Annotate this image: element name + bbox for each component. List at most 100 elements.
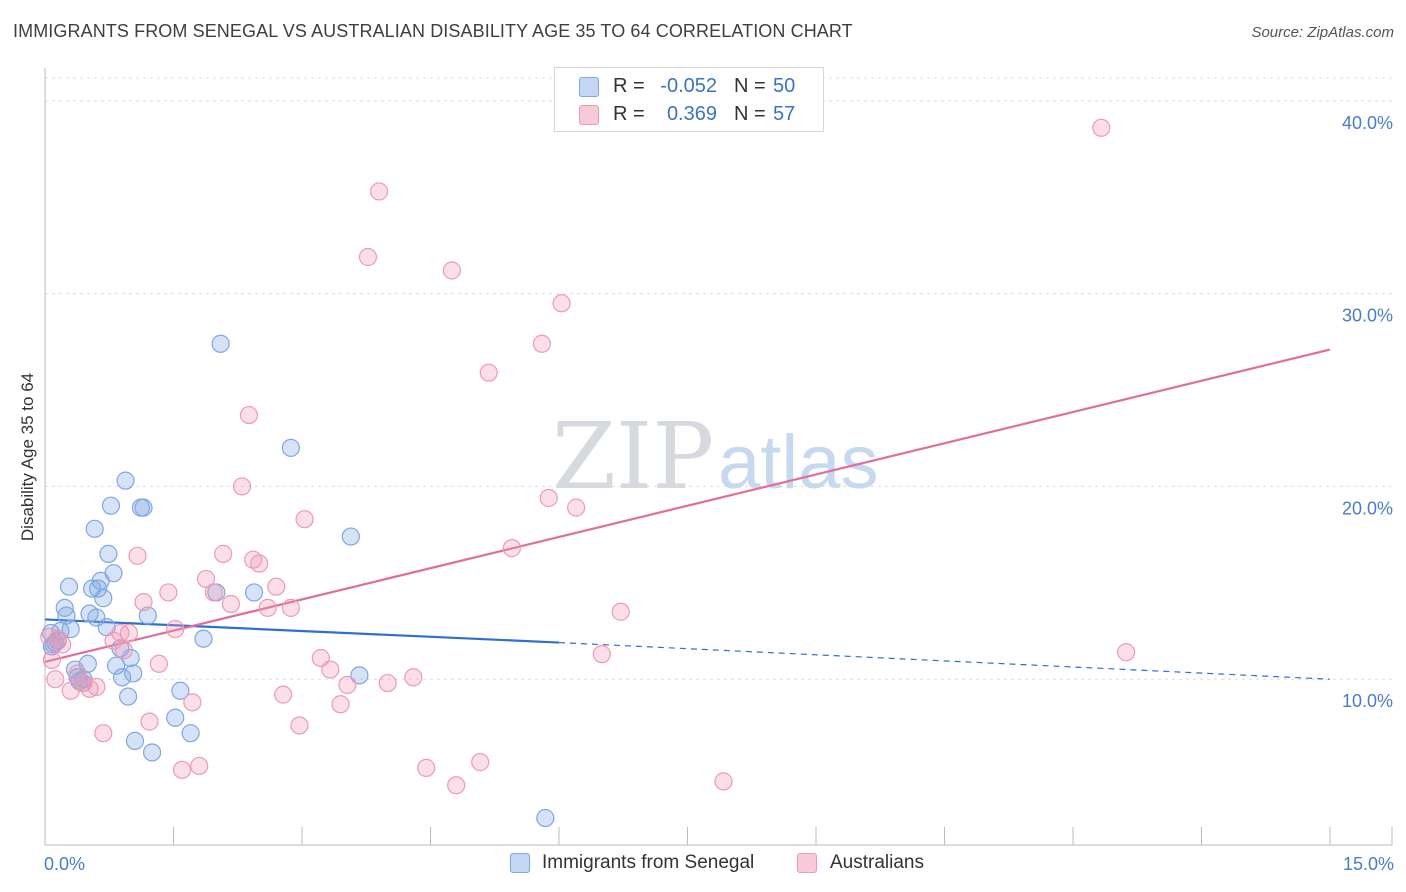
data-point: [479, 363, 498, 382]
correlation-legend: R = -0.052 N = 50 R = 0.369 N = 57: [554, 67, 824, 132]
data-point: [172, 760, 192, 779]
data-point: [321, 660, 340, 679]
data-point: [244, 583, 264, 602]
legend-n-label: N =: [734, 75, 766, 97]
watermark-zip: ZIP: [552, 403, 714, 510]
legend-row-australians: R = 0.369 N = 57: [555, 101, 823, 129]
data-point: [552, 294, 571, 313]
data-point: [183, 693, 202, 712]
data-point: [378, 673, 397, 693]
data-point: [417, 758, 436, 777]
data-point: [274, 685, 293, 704]
data-point: [232, 477, 252, 496]
data-point: [85, 519, 104, 538]
data-point: [370, 182, 389, 201]
data-point: [471, 753, 490, 772]
data-point: [221, 594, 240, 614]
data-point: [404, 668, 423, 687]
x-tick-label-max: 15.0%: [1343, 854, 1394, 874]
data-point: [42, 650, 61, 670]
data-point: [281, 438, 300, 457]
legend-row-senegal: R = -0.052 N = 50: [555, 73, 823, 101]
trend-line-senegal: [44, 618, 560, 644]
data-point: [442, 261, 462, 280]
legend-r-label: R =: [613, 75, 645, 97]
data-point: [116, 471, 135, 490]
data-point: [101, 496, 121, 515]
data-point: [59, 577, 79, 596]
legend-n-value: 57: [773, 103, 796, 125]
data-point: [159, 583, 178, 602]
data-point: [121, 648, 140, 668]
data-point: [1092, 118, 1111, 137]
axis-layer: [44, 68, 1393, 846]
data-point: [53, 635, 72, 654]
data-point: [592, 645, 611, 664]
axis-labels: 10.0% 20.0% 30.0% 40.0% 0.0% 15.0% Disability …: [18, 113, 1394, 874]
data-point: [181, 724, 200, 743]
data-point: [194, 629, 213, 648]
bottom-legend-label: Immigrants from Senegal: [542, 852, 755, 873]
data-point: [134, 498, 153, 517]
data-point: [112, 668, 132, 687]
data-point: [46, 670, 65, 689]
data-point: [55, 598, 74, 617]
data-point: [204, 583, 223, 602]
trend-line-senegal-extension: [558, 641, 1331, 680]
legend-swatch-pink: [579, 105, 599, 125]
data-point: [94, 724, 113, 743]
y-tick-label: 20.0%: [1342, 498, 1393, 518]
data-point: [447, 776, 466, 795]
data-point: [142, 743, 162, 762]
data-point: [290, 716, 309, 735]
data-point: [214, 544, 233, 563]
data-point: [267, 577, 286, 596]
data-point: [295, 510, 314, 529]
legend-r-value: -0.052: [660, 75, 717, 97]
data-point: [714, 772, 733, 791]
data-point: [190, 756, 209, 776]
data-point: [125, 731, 145, 750]
data-point: [567, 498, 586, 517]
data-point: [258, 598, 277, 617]
data-point: [114, 641, 133, 660]
bottom-legend-swatch-pink: [797, 853, 817, 873]
data-point: [80, 679, 99, 698]
y-tick-label: 30.0%: [1342, 306, 1393, 326]
data-point: [107, 656, 126, 675]
data-point: [171, 681, 190, 700]
legend-n-label: N =: [734, 103, 766, 125]
watermark: ZIP atlas: [552, 403, 879, 510]
legend-n-value: 50: [773, 75, 796, 97]
data-point: [338, 675, 357, 695]
series-senegal: [41, 334, 555, 828]
data-point: [350, 666, 369, 685]
data-point: [149, 654, 169, 673]
data-point: [119, 623, 139, 643]
data-point: [104, 564, 123, 583]
data-point: [250, 554, 269, 573]
data-point: [239, 405, 258, 425]
legend-r-value: 0.369: [666, 103, 717, 125]
y-tick-label: 40.0%: [1342, 113, 1393, 133]
data-point: [166, 708, 185, 727]
series-australians: [40, 118, 1136, 795]
data-point: [539, 488, 558, 508]
data-point: [358, 247, 378, 267]
chart-title: IMMIGRANTS FROM SENEGAL VS AUSTRALIAN DI…: [13, 21, 853, 41]
data-points: [40, 118, 1136, 828]
data-point: [140, 712, 159, 731]
data-point: [124, 664, 143, 683]
data-point: [196, 569, 216, 589]
data-point: [99, 544, 118, 563]
trend-line-australians: [44, 348, 1331, 663]
x-tick-label-min: 0.0%: [44, 854, 85, 874]
data-point: [532, 334, 551, 353]
bottom-legend-label: Australians: [830, 852, 924, 873]
legend-r-label: R =: [613, 103, 645, 125]
data-point: [61, 619, 80, 639]
data-point: [611, 602, 630, 621]
data-point: [536, 808, 555, 828]
data-point: [138, 606, 157, 625]
